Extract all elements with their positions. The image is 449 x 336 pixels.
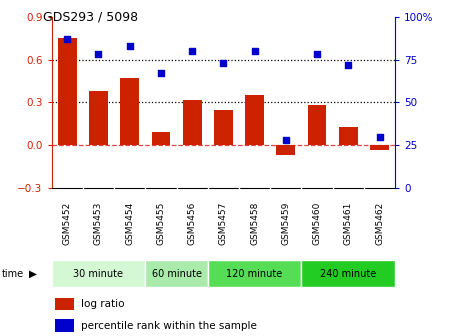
Text: GSM5456: GSM5456 [188,202,197,245]
FancyBboxPatch shape [145,260,208,287]
Text: time: time [2,269,24,279]
Bar [339,127,358,145]
Point [251,48,258,54]
Bar [308,106,326,145]
FancyBboxPatch shape [52,260,145,287]
Text: ▶: ▶ [29,269,37,279]
Text: GSM5457: GSM5457 [219,202,228,245]
FancyBboxPatch shape [208,260,301,287]
Bar [214,110,233,145]
Text: 30 minute: 30 minute [74,269,123,279]
Text: GSM5458: GSM5458 [250,202,259,245]
Text: percentile rank within the sample: percentile rank within the sample [81,321,257,331]
Point [189,48,196,54]
Text: log ratio: log ratio [81,299,124,309]
Text: GSM5459: GSM5459 [282,202,291,245]
Bar [370,145,389,150]
Text: GDS293 / 5098: GDS293 / 5098 [43,10,138,23]
Text: GSM5454: GSM5454 [125,202,134,245]
Point [126,43,133,49]
Text: 60 minute: 60 minute [152,269,202,279]
Bar [55,320,74,332]
Point [157,71,164,76]
Bar [58,38,77,145]
Bar [55,298,74,310]
Point [313,52,321,57]
Point [345,62,352,68]
Text: 240 minute: 240 minute [320,269,376,279]
Text: GSM5460: GSM5460 [313,202,321,245]
FancyBboxPatch shape [301,260,395,287]
Bar [120,78,139,145]
Bar [245,95,264,145]
Point [220,60,227,66]
Bar [89,91,108,145]
Bar [183,99,202,145]
Text: GSM5452: GSM5452 [63,202,72,245]
Bar [152,132,170,145]
Point [282,137,290,143]
Text: GSM5453: GSM5453 [94,202,103,245]
Text: GSM5455: GSM5455 [156,202,165,245]
Text: 120 minute: 120 minute [226,269,283,279]
Text: GSM5462: GSM5462 [375,202,384,245]
Point [376,134,383,139]
Bar [277,145,295,155]
Point [64,36,71,42]
Text: GSM5461: GSM5461 [344,202,353,245]
Point [95,52,102,57]
